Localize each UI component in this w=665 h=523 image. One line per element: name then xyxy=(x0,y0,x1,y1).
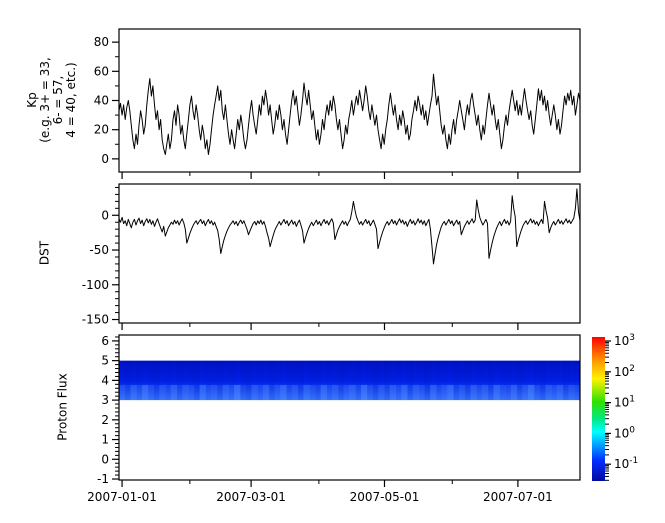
x-tick-label: 2007-05-01 xyxy=(350,490,420,504)
x-tick-label: 2007-03-01 xyxy=(216,490,286,504)
x-tick-label: 2007-01-01 xyxy=(87,490,157,504)
colorbar-tick-label: 100 xyxy=(614,425,635,440)
flux-y-axis: 6 5 4 3 2 1 0 -1 xyxy=(97,334,119,486)
y-tick-label: 6 xyxy=(101,334,109,348)
y-tick-label: 5 xyxy=(101,354,109,368)
y-tick-label: 20 xyxy=(94,123,109,137)
flux-panel-frame xyxy=(118,334,581,481)
proton-flux-axis-label: Proton Flux xyxy=(55,373,70,441)
y-tick-label: 0 xyxy=(101,152,109,166)
colorbar-tick-label: 103 xyxy=(614,333,635,348)
x-tick-label: 2007-07-01 xyxy=(483,490,553,504)
kp-y-axis: 0 20 40 60 80 xyxy=(94,35,119,166)
colorbar-tick-label: 10-1 xyxy=(614,456,638,471)
colorbar-gradient xyxy=(592,337,605,481)
colorbar-axis: 103 102 101 100 10-1 xyxy=(605,333,638,481)
y-tick-label: 4 xyxy=(101,373,109,387)
proton-flux-band xyxy=(119,360,581,401)
y-tick-label: 3 xyxy=(101,393,109,407)
y-tick-label: 60 xyxy=(94,64,109,78)
y-tick-label: -1 xyxy=(97,472,109,486)
dst-y-axis: 0 -50 -100 -150 xyxy=(82,186,119,327)
y-tick-label: -100 xyxy=(82,278,109,292)
y-tick-label: 80 xyxy=(94,35,109,49)
dst-axis-label: DST xyxy=(37,240,52,266)
y-tick-label: 0 xyxy=(101,452,109,466)
kp-axis-label: Kp (e.g. 3+ = 33, 6- = 57, 4 = 40, etc.) xyxy=(25,57,78,143)
y-tick-label: -150 xyxy=(82,313,109,327)
dst-series-line xyxy=(118,188,581,265)
colorbar-tick-label: 102 xyxy=(614,364,635,379)
y-tick-label: 1 xyxy=(101,433,109,447)
y-tick-label: 0 xyxy=(101,208,109,222)
dst-panel-frame xyxy=(118,183,581,324)
x-axis: 2007-01-01 2007-03-01 2007-05-01 2007-07-01 xyxy=(87,172,553,504)
y-tick-label: 2 xyxy=(101,413,109,427)
kp-series-line xyxy=(118,73,581,155)
y-tick-label: -50 xyxy=(89,243,109,257)
y-tick-label: 40 xyxy=(94,94,109,108)
colorbar-tick-label: 101 xyxy=(614,395,635,410)
